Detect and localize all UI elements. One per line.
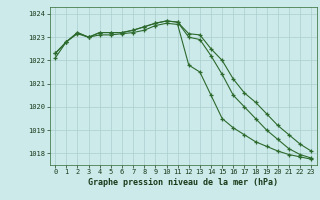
- X-axis label: Graphe pression niveau de la mer (hPa): Graphe pression niveau de la mer (hPa): [88, 178, 278, 187]
